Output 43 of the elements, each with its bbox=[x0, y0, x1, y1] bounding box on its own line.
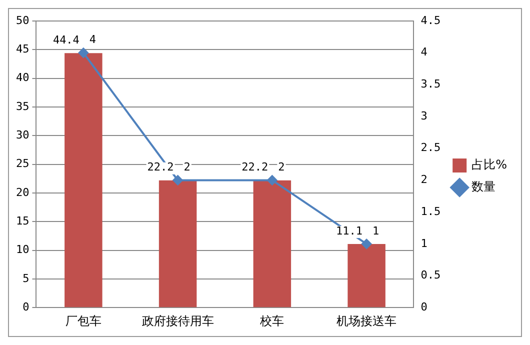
y-tick-label: 40 bbox=[16, 71, 30, 84]
x-tick-label: 政府接待用车 bbox=[142, 314, 214, 328]
y2-tick-label: 2 bbox=[420, 173, 428, 186]
point bbox=[362, 238, 372, 249]
data-label: 2 bbox=[278, 160, 285, 174]
bar bbox=[348, 244, 386, 308]
y2-tick-label: 0.5 bbox=[420, 268, 441, 282]
y2-tick-label: 4.5 bbox=[420, 14, 441, 27]
y2-tick-label: 1 bbox=[420, 236, 428, 250]
legend-label: 数量 bbox=[472, 180, 496, 194]
y-tick-label: 25 bbox=[16, 157, 30, 170]
data-label: 11.1 bbox=[336, 224, 363, 238]
point bbox=[78, 48, 88, 58]
x-tick-label: 机场接送车 bbox=[336, 314, 397, 328]
bar bbox=[64, 53, 102, 308]
y-tick-label: 20 bbox=[16, 186, 30, 199]
point bbox=[267, 175, 278, 186]
y-tick-label: 35 bbox=[16, 100, 30, 113]
data-label: 2 bbox=[184, 160, 190, 174]
data-label: 4 bbox=[89, 33, 96, 46]
x-tick-label: 校车 bbox=[259, 314, 284, 328]
y-tick-label: 10 bbox=[16, 243, 30, 256]
y-tick-label: 0 bbox=[22, 300, 30, 314]
y2-tick-label: 3 bbox=[420, 109, 428, 122]
data-label: 44.4 bbox=[52, 33, 80, 46]
bar bbox=[253, 180, 292, 308]
data-label: 1 bbox=[372, 224, 380, 238]
data-label: 22.2 bbox=[242, 160, 268, 174]
point bbox=[172, 175, 183, 186]
y-tick-label: 5 bbox=[22, 272, 30, 285]
data-label: 22.2 bbox=[147, 160, 174, 174]
y-tick-label: 15 bbox=[16, 214, 30, 228]
y-tick-label: 45 bbox=[16, 42, 30, 56]
x-tick-label: 厂包车 bbox=[65, 314, 102, 328]
y2-tick-label: 3.5 bbox=[420, 78, 441, 91]
y2-tick-label: 4 bbox=[420, 46, 428, 59]
y2-tick-label: 0 bbox=[420, 300, 428, 314]
legend-label: 占比% bbox=[472, 158, 508, 172]
y-tick-label: 30 bbox=[16, 128, 30, 142]
y2-tick-label: 1.5 bbox=[420, 204, 441, 218]
y-tick-label: 50 bbox=[16, 14, 30, 27]
bar bbox=[158, 180, 197, 308]
y2-tick-label: 2.5 bbox=[420, 141, 441, 154]
